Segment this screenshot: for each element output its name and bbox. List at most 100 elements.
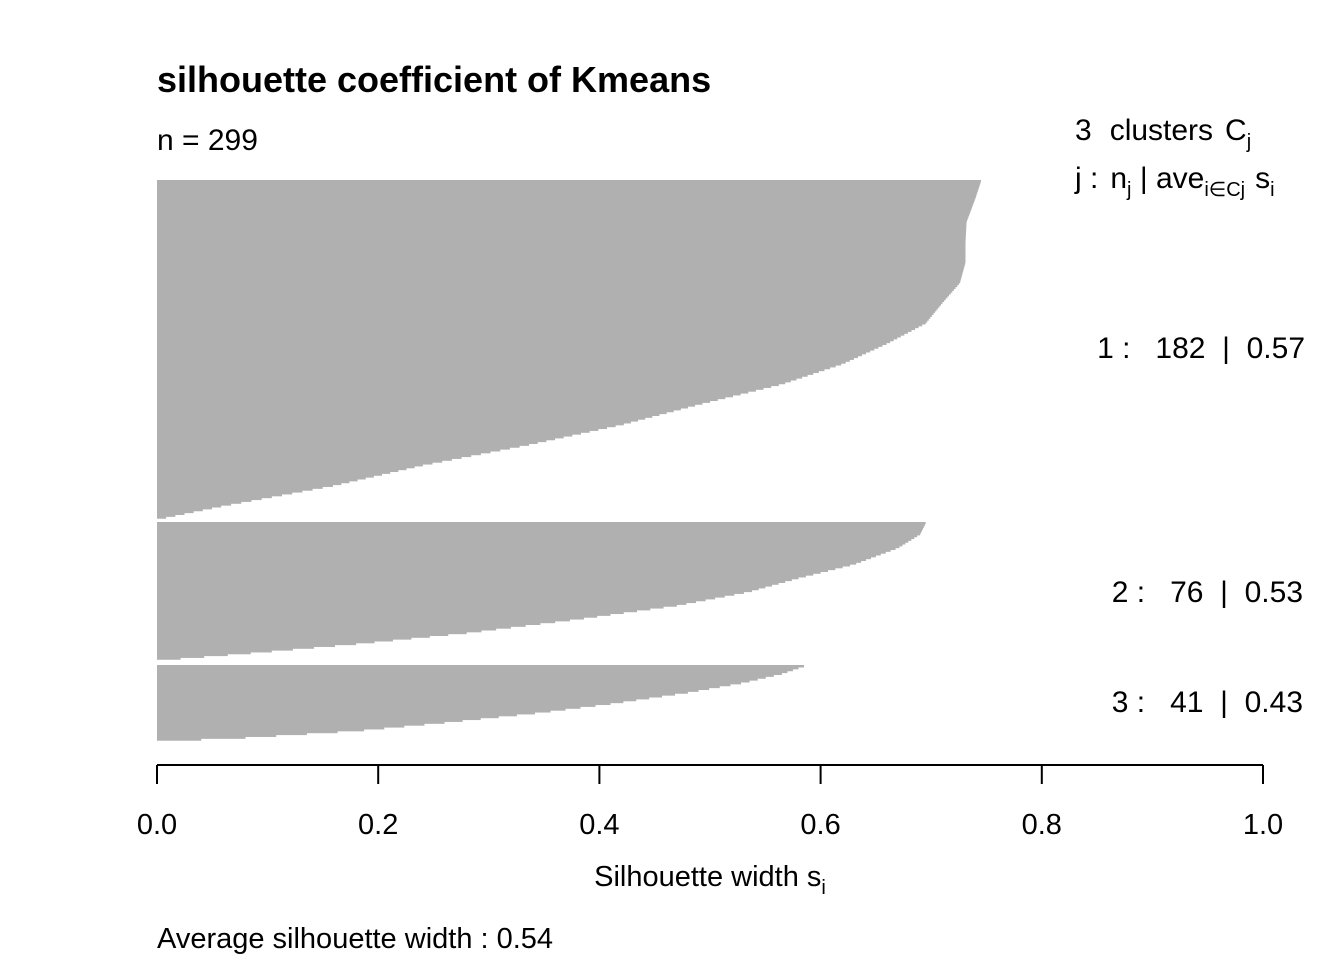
silhouette-bar bbox=[157, 432, 582, 435]
silhouette-bar bbox=[157, 534, 918, 538]
silhouette-bar bbox=[157, 499, 252, 502]
silhouette-bar bbox=[157, 713, 517, 717]
silhouette-bar bbox=[157, 536, 915, 540]
silhouette-bar bbox=[157, 596, 716, 600]
silhouette-bar bbox=[157, 237, 966, 241]
silhouette-bar bbox=[157, 657, 181, 660]
silhouette-bar bbox=[157, 258, 966, 261]
silhouette-bar bbox=[157, 604, 677, 607]
silhouette-bar bbox=[157, 247, 966, 250]
silhouette-bar bbox=[157, 595, 725, 598]
silhouette-bar bbox=[157, 394, 734, 398]
silhouette-bar bbox=[157, 505, 222, 508]
silhouette-bar bbox=[157, 338, 894, 342]
average-silhouette-footer: Average silhouette width : 0.54 bbox=[157, 923, 553, 955]
silhouette-bar bbox=[157, 564, 851, 567]
silhouette-bar bbox=[157, 670, 788, 674]
silhouette-bar bbox=[157, 680, 750, 683]
silhouette-bar bbox=[157, 209, 971, 213]
silhouette-bar bbox=[157, 250, 966, 254]
silhouette-bar bbox=[157, 290, 953, 293]
silhouette-bar bbox=[157, 243, 966, 246]
silhouette-bar bbox=[157, 482, 342, 486]
silhouette-bar bbox=[157, 280, 961, 284]
silhouette-bar bbox=[157, 226, 967, 230]
silhouette-bar bbox=[157, 611, 624, 615]
silhouette-bar bbox=[157, 297, 946, 301]
silhouette-bar bbox=[157, 325, 919, 329]
silhouette-bar bbox=[157, 368, 825, 372]
silhouette-bar bbox=[157, 676, 766, 679]
silhouette-bar bbox=[157, 335, 901, 338]
cluster-legend-header: j : nj | avei∈Cj si bbox=[1074, 162, 1275, 201]
cluster-labels: 1 : 182 | 0.57 2 : 76 | 0.53 3 : 41 | 0.43 bbox=[1097, 332, 1305, 719]
silhouette-bar bbox=[157, 475, 374, 478]
x-tick-label: 0.2 bbox=[358, 809, 398, 841]
silhouette-bar bbox=[157, 355, 858, 359]
silhouette-bar bbox=[157, 191, 978, 194]
silhouette-bar bbox=[157, 503, 232, 506]
silhouette-bar bbox=[157, 626, 511, 629]
silhouette-bar bbox=[157, 187, 979, 190]
silhouette-bar bbox=[157, 305, 940, 308]
silhouette-bar bbox=[157, 456, 462, 459]
silhouette-bar bbox=[157, 454, 472, 458]
silhouette-bar bbox=[157, 333, 905, 336]
silhouette-bar bbox=[157, 460, 443, 463]
silhouette-bar bbox=[157, 252, 966, 256]
silhouette-bar bbox=[157, 512, 185, 515]
silhouette-bar bbox=[157, 426, 607, 430]
silhouette-bar bbox=[157, 376, 803, 379]
silhouette-bar bbox=[157, 437, 556, 441]
silhouette-bar bbox=[157, 344, 883, 347]
silhouette-bar bbox=[157, 635, 430, 638]
silhouette-bar bbox=[157, 284, 958, 288]
silhouette-bar bbox=[157, 471, 391, 474]
silhouette-bar bbox=[157, 607, 651, 611]
silhouette-bar bbox=[157, 312, 934, 316]
silhouette-bar bbox=[157, 490, 303, 493]
silhouette-bar bbox=[157, 486, 323, 489]
silhouette-bar bbox=[157, 674, 774, 677]
silhouette-bar bbox=[157, 708, 566, 711]
x-tick-label: 0.6 bbox=[800, 809, 840, 841]
silhouette-bar bbox=[157, 447, 510, 450]
silhouette-bar bbox=[157, 631, 467, 635]
silhouette-bar bbox=[157, 687, 710, 691]
silhouette-bar bbox=[157, 372, 814, 375]
cluster-count-header: 3 clusters Cj bbox=[1075, 114, 1251, 153]
silhouette-bar bbox=[157, 301, 943, 304]
silhouette-bar bbox=[157, 484, 333, 487]
silhouette-bar bbox=[157, 628, 497, 631]
silhouette-bar bbox=[157, 389, 756, 392]
silhouette-bar bbox=[157, 668, 793, 672]
silhouette-bar bbox=[157, 279, 961, 282]
silhouette-bar bbox=[157, 573, 814, 576]
silhouette-bar bbox=[157, 321, 926, 325]
silhouette-bar bbox=[157, 613, 611, 616]
chart-title: silhouette coefficient of Kmeans bbox=[157, 59, 711, 100]
silhouette-bar bbox=[157, 271, 963, 275]
silhouette-bar bbox=[157, 234, 966, 237]
silhouette-bar bbox=[157, 307, 938, 310]
silhouette-bar bbox=[157, 469, 399, 473]
silhouette-bar bbox=[157, 622, 541, 626]
silhouette-bar bbox=[157, 327, 916, 331]
silhouette-bar bbox=[157, 462, 433, 465]
silhouette-bar bbox=[157, 725, 405, 728]
silhouette-bar bbox=[157, 204, 973, 207]
silhouette-bar bbox=[157, 361, 846, 364]
silhouette-bar bbox=[157, 531, 922, 534]
silhouette-bar bbox=[157, 693, 675, 696]
silhouette-bar bbox=[157, 230, 967, 233]
silhouette-bar bbox=[157, 445, 520, 448]
silhouette-bar bbox=[157, 721, 445, 724]
silhouette-bar bbox=[157, 275, 962, 278]
silhouette-bar bbox=[157, 609, 637, 613]
silhouette-bar bbox=[157, 497, 262, 501]
silhouette-bar bbox=[157, 293, 950, 297]
silhouette-bar bbox=[157, 653, 228, 657]
silhouette-bar bbox=[157, 196, 976, 200]
silhouette-bar bbox=[157, 381, 786, 385]
silhouette-bar bbox=[157, 181, 981, 185]
